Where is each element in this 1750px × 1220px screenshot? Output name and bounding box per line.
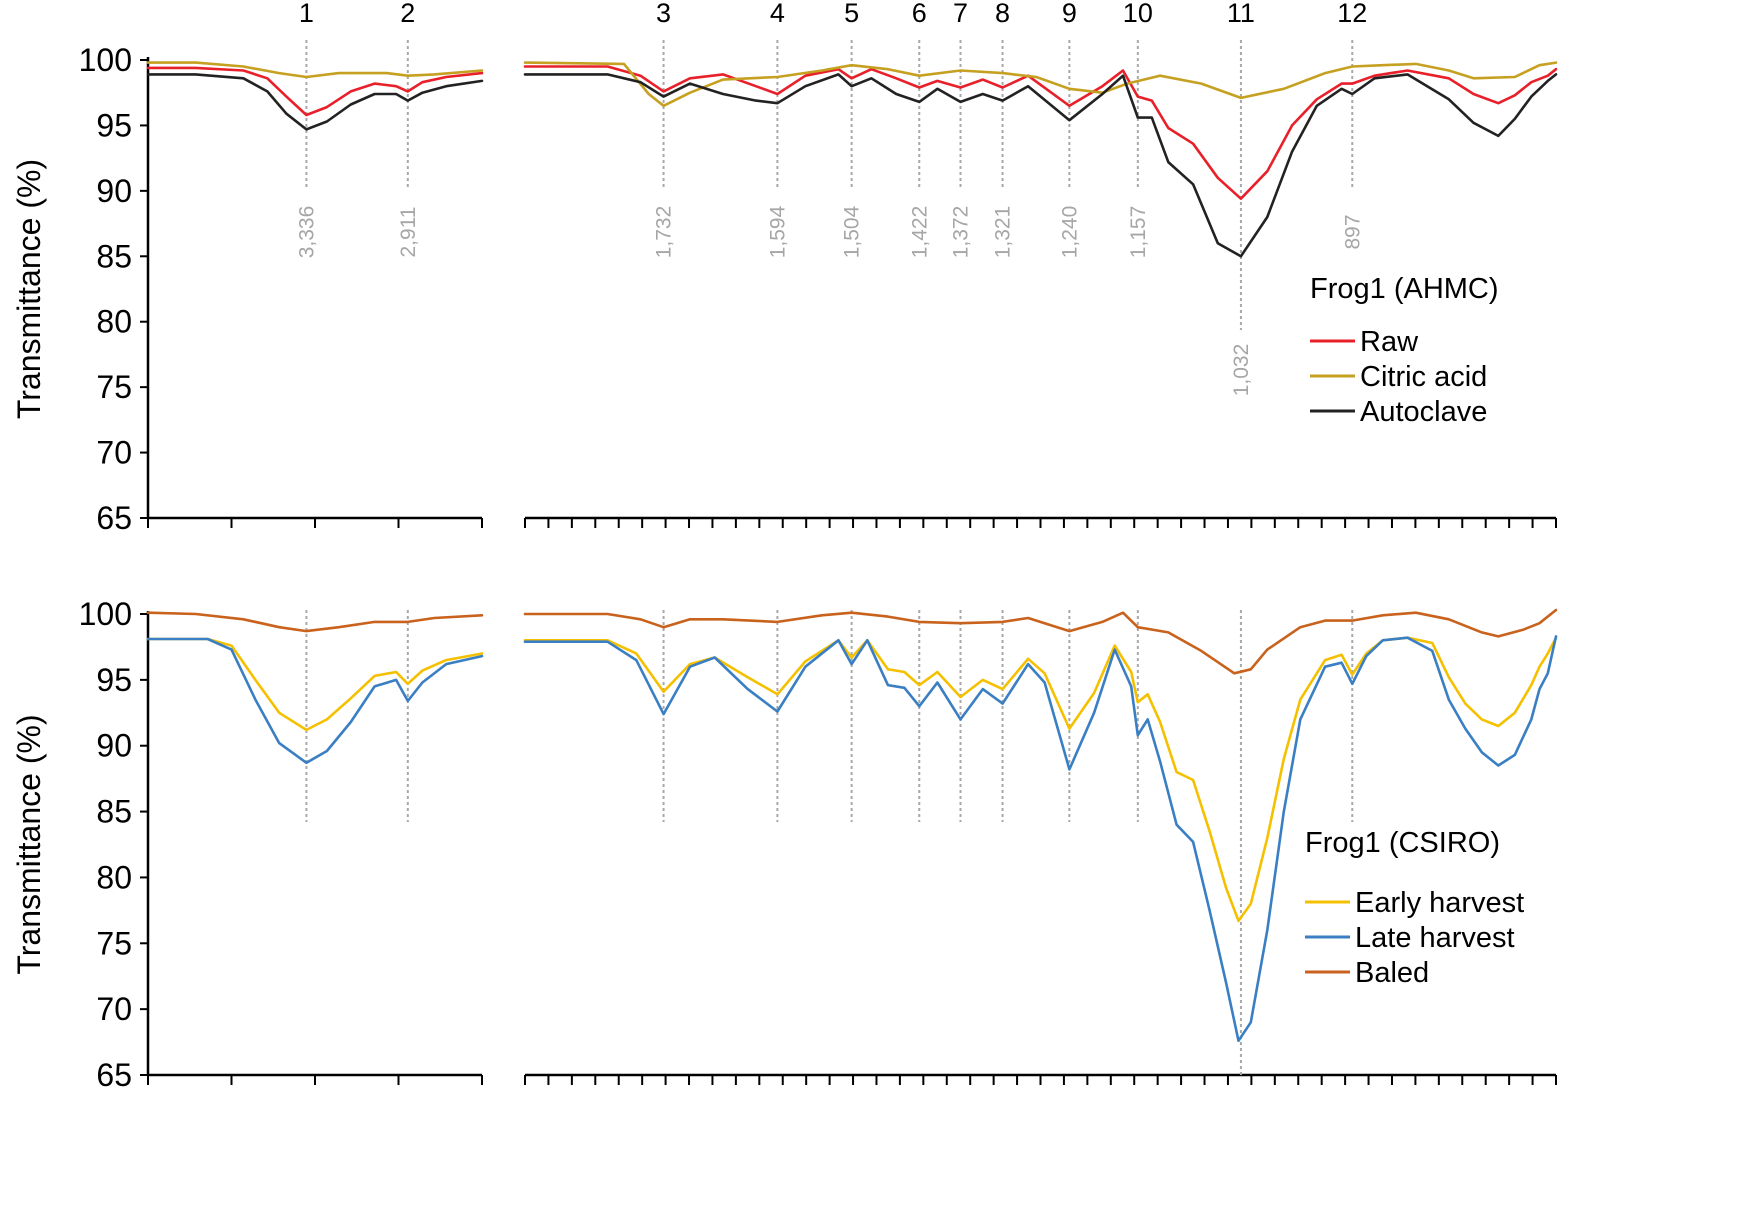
- wavenumber-label: 1,594: [766, 205, 789, 258]
- peak-number: 8: [995, 0, 1010, 28]
- peak-number: 7: [953, 0, 968, 28]
- y-tick-label: 75: [96, 925, 132, 961]
- peak-number: 5: [844, 0, 859, 28]
- y-tick-label: 95: [96, 662, 132, 698]
- y-tick-label: 80: [96, 859, 132, 895]
- wavenumber-label: 2,911: [397, 207, 420, 258]
- series-line: [146, 637, 484, 732]
- y-tick-label: 65: [96, 500, 132, 536]
- series-line: [523, 61, 1558, 108]
- legend-label: Citric acid: [1360, 361, 1487, 393]
- chart-panel-csiro: 65 70 75 80 85 90 95 100 Transmittance (%) Frog1 …: [11, 596, 1558, 1093]
- series-line: [146, 611, 484, 633]
- y-tick-label: 90: [96, 173, 132, 209]
- wavenumber-label: 1,504: [841, 205, 864, 258]
- wavenumber-label: 1,321: [992, 206, 1015, 259]
- peak-number: 10: [1123, 0, 1153, 28]
- peak-number: 4: [770, 0, 785, 28]
- wavenumber-label: 1,372: [949, 206, 972, 259]
- series-line: [146, 66, 484, 117]
- y-tick-label: 70: [96, 435, 132, 471]
- series-line: [146, 61, 484, 79]
- y-tick-label: 75: [96, 369, 132, 405]
- series-line: [523, 73, 1558, 258]
- series-line: [523, 608, 1558, 675]
- wavenumber-label: 1,032: [1230, 344, 1253, 397]
- legend-label: Early harvest: [1355, 887, 1524, 919]
- legend-label: Late harvest: [1355, 922, 1515, 954]
- y-axis-label: Transmittance (%): [11, 714, 47, 974]
- wavenumber-label: 3,336: [295, 206, 318, 259]
- y-tick-label: 95: [96, 107, 132, 143]
- peak-number: 11: [1227, 0, 1255, 28]
- peak-number: 3: [656, 0, 671, 28]
- y-tick-label: 85: [96, 794, 132, 830]
- legend-title: Frog1 (CSIRO): [1305, 827, 1500, 859]
- y-tick-label: 65: [96, 1057, 132, 1093]
- wavenumber-label: 897: [1341, 214, 1364, 249]
- y-tick-label: 90: [96, 728, 132, 764]
- series-line: [523, 635, 1558, 1043]
- legend-label: Autoclave: [1360, 396, 1487, 428]
- series-line: [146, 637, 484, 765]
- series-line: [523, 636, 1558, 923]
- series-line: [146, 73, 484, 131]
- legend-label: Baled: [1355, 957, 1429, 989]
- series-line: [523, 65, 1558, 200]
- legend-label: Raw: [1360, 326, 1419, 358]
- wavenumber-label: 1,240: [1058, 206, 1081, 259]
- wavenumber-label: 1,157: [1127, 206, 1150, 259]
- y-axis-label: Transmittance (%): [11, 159, 47, 419]
- wavenumber-label: 1,732: [653, 206, 676, 259]
- y-tick-label: 100: [79, 42, 132, 78]
- wavenumber-label: 1,422: [908, 206, 931, 259]
- legend-title: Frog1 (AHMC): [1310, 273, 1499, 305]
- y-tick-label: 70: [96, 991, 132, 1027]
- y-tick-label: 85: [96, 238, 132, 274]
- peak-number: 1: [299, 0, 314, 28]
- y-tick-label: 100: [79, 596, 132, 632]
- peak-number: 12: [1337, 0, 1367, 28]
- y-tick-label: 80: [96, 304, 132, 340]
- peak-number: 6: [912, 0, 927, 28]
- peak-number: 2: [400, 0, 415, 28]
- peak-number: 9: [1062, 0, 1077, 28]
